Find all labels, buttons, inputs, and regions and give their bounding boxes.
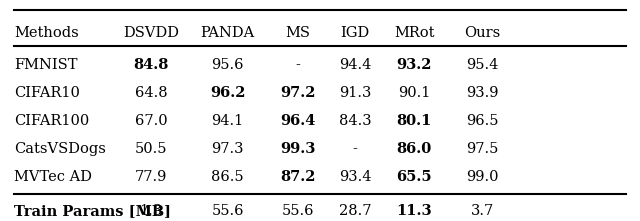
Text: 96.4: 96.4: [280, 114, 316, 128]
Text: 55.6: 55.6: [211, 204, 244, 219]
Text: MRot: MRot: [394, 26, 435, 40]
Text: CatsVSDogs: CatsVSDogs: [14, 142, 106, 156]
Text: 90.1: 90.1: [398, 86, 431, 100]
Text: 96.2: 96.2: [210, 86, 245, 100]
Text: 28.7: 28.7: [339, 204, 371, 219]
Text: 97.5: 97.5: [467, 142, 499, 156]
Text: 65.5: 65.5: [397, 170, 432, 184]
Text: 50.5: 50.5: [135, 142, 168, 156]
Text: -: -: [353, 142, 358, 156]
Text: 67.0: 67.0: [135, 114, 168, 128]
Text: PANDA: PANDA: [200, 26, 255, 40]
Text: MS: MS: [285, 26, 310, 40]
Text: 87.2: 87.2: [280, 170, 316, 184]
Text: 93.4: 93.4: [339, 170, 371, 184]
Text: 97.3: 97.3: [211, 142, 244, 156]
Text: 99.0: 99.0: [467, 170, 499, 184]
Text: 91.3: 91.3: [339, 86, 371, 100]
Text: CIFAR10: CIFAR10: [14, 86, 80, 100]
Text: 93.2: 93.2: [397, 58, 432, 72]
Text: 86.0: 86.0: [397, 142, 432, 156]
Text: FMNIST: FMNIST: [14, 58, 77, 72]
Text: 94.1: 94.1: [211, 114, 244, 128]
Text: 95.4: 95.4: [467, 58, 499, 72]
Text: Ours: Ours: [465, 26, 500, 40]
Text: 77.9: 77.9: [135, 170, 167, 184]
Text: 55.6: 55.6: [282, 204, 314, 219]
Text: 11.3: 11.3: [397, 204, 432, 219]
Text: DSVDD: DSVDD: [123, 26, 179, 40]
Text: 84.3: 84.3: [339, 114, 371, 128]
Text: 84.8: 84.8: [134, 58, 169, 72]
Text: IGD: IGD: [340, 26, 370, 40]
Text: Train Params [MB]: Train Params [MB]: [14, 204, 171, 219]
Text: 96.5: 96.5: [467, 114, 499, 128]
Text: Methods: Methods: [14, 26, 79, 40]
Text: 86.5: 86.5: [211, 170, 244, 184]
Text: 64.8: 64.8: [135, 86, 168, 100]
Text: 93.9: 93.9: [467, 86, 499, 100]
Text: 3.7: 3.7: [471, 204, 494, 219]
Text: 99.3: 99.3: [280, 142, 316, 156]
Text: -: -: [295, 58, 300, 72]
Text: MVTec AD: MVTec AD: [14, 170, 92, 184]
Text: 1.3: 1.3: [140, 204, 163, 219]
Text: 95.6: 95.6: [211, 58, 244, 72]
Text: 97.2: 97.2: [280, 86, 316, 100]
Text: 94.4: 94.4: [339, 58, 371, 72]
Text: 80.1: 80.1: [397, 114, 432, 128]
Text: CIFAR100: CIFAR100: [14, 114, 90, 128]
